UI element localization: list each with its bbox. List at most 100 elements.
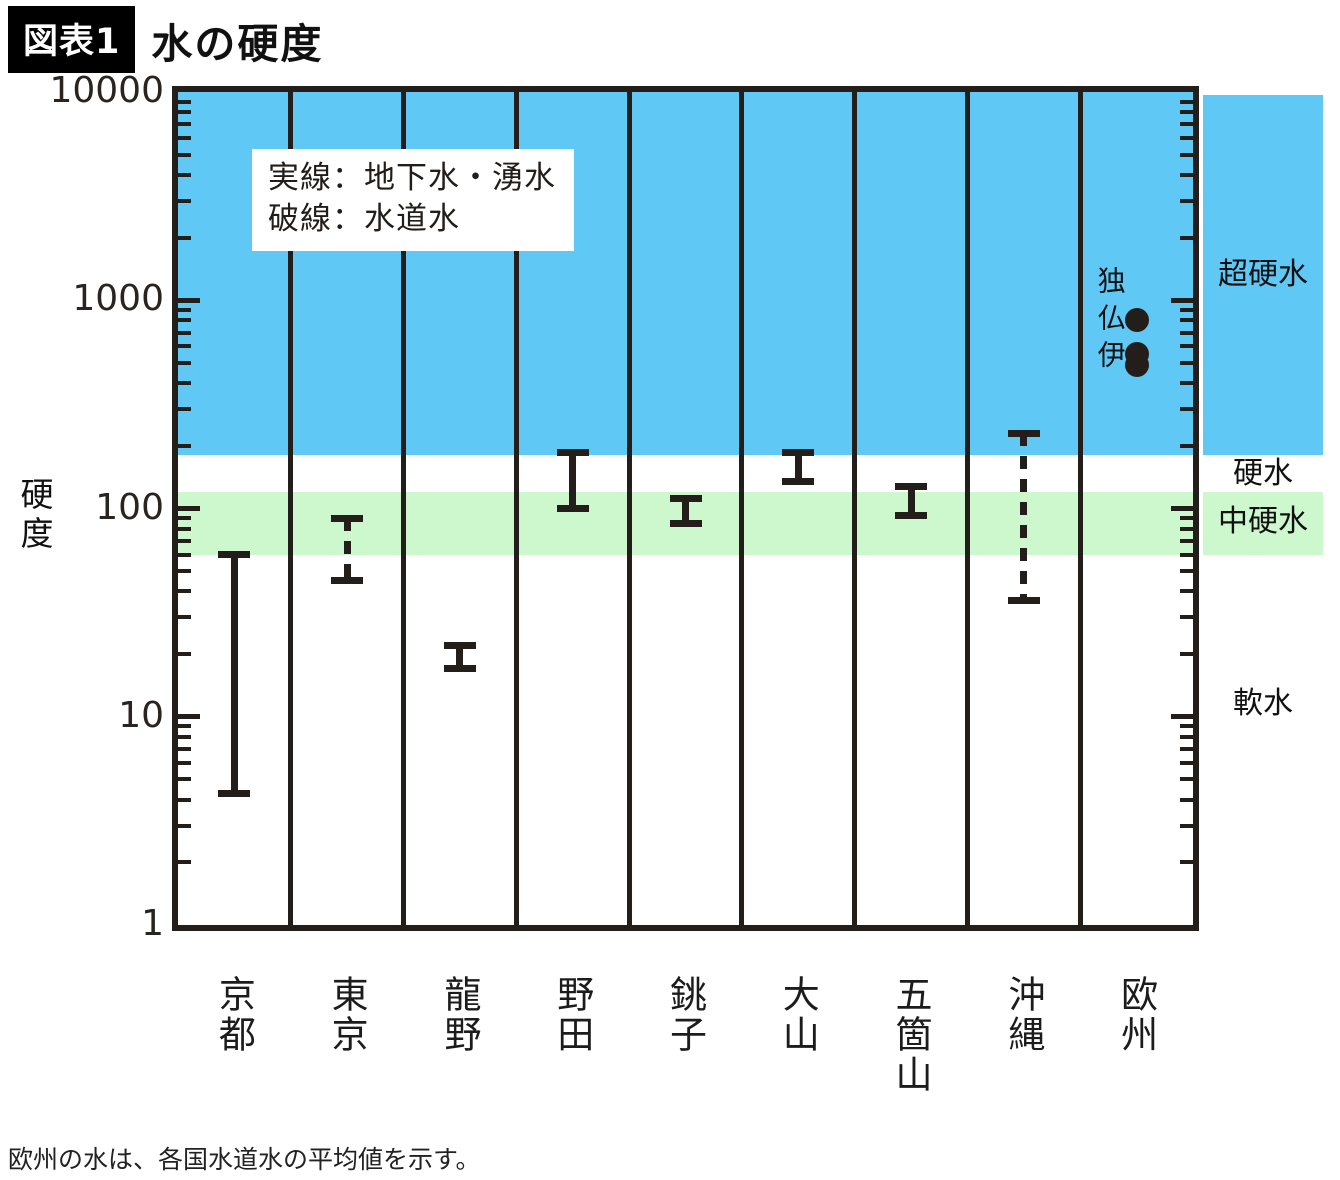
y-major-tick xyxy=(1171,506,1193,511)
y-minor-tick xyxy=(178,860,191,865)
y-minor-tick xyxy=(1180,760,1193,765)
y-minor-tick xyxy=(1180,235,1193,240)
zone-label-超硬水: 超硬水 xyxy=(1218,257,1308,292)
y-minor-tick xyxy=(1180,589,1193,594)
y-minor-tick xyxy=(178,734,191,739)
y-minor-tick xyxy=(1180,330,1193,335)
y-minor-tick xyxy=(1180,318,1193,323)
y-minor-tick xyxy=(1180,198,1193,203)
figure-title: 水の硬度 xyxy=(151,19,324,68)
x-category-label-沖縄: 沖縄 xyxy=(1001,975,1045,1055)
y-minor-tick xyxy=(178,823,191,828)
y-axis-title: 硬度 xyxy=(15,476,54,555)
y-major-tick xyxy=(178,297,200,303)
y-minor-tick xyxy=(1180,407,1193,412)
y-major-tick xyxy=(178,714,200,720)
y-minor-tick xyxy=(178,381,191,386)
y-minor-tick xyxy=(178,307,191,312)
figure-tag-badge: 図表1 xyxy=(8,6,136,73)
y-minor-tick xyxy=(1180,747,1193,751)
range-bar-stem-solid xyxy=(794,452,802,482)
y-minor-tick xyxy=(178,443,191,448)
y-tick-label: 10000 xyxy=(49,70,164,111)
column-separator xyxy=(964,92,970,925)
x-category-label-野田: 野田 xyxy=(550,975,594,1055)
y-minor-tick xyxy=(178,136,191,141)
y-minor-tick xyxy=(178,569,191,574)
legend-solid-line-entry: 実線：地下水・湧水 xyxy=(268,160,556,196)
range-bar-stem-solid xyxy=(230,554,238,794)
y-minor-tick xyxy=(1180,172,1193,177)
y-minor-tick xyxy=(178,797,191,802)
range-bar-cap-bottom xyxy=(556,505,589,512)
y-minor-tick xyxy=(1180,652,1193,657)
x-category-label-銚子: 銚子 xyxy=(663,975,707,1055)
range-bar-stem-solid xyxy=(569,452,577,509)
y-minor-tick xyxy=(1180,307,1193,312)
column-separator xyxy=(626,92,632,925)
zone-label-軟水: 軟水 xyxy=(1233,686,1293,721)
x-category-label-大山: 大山 xyxy=(776,975,820,1055)
y-minor-tick xyxy=(178,760,191,765)
y-minor-tick xyxy=(1180,860,1193,865)
chart-legend: 実線：地下水・湧水 破線：水道水 xyxy=(252,149,574,251)
x-category-label-欧州: 欧州 xyxy=(1114,975,1158,1055)
y-tick-label: 1000 xyxy=(72,278,164,320)
y-minor-tick xyxy=(178,552,191,557)
y-minor-tick xyxy=(1180,526,1193,531)
y-minor-tick xyxy=(178,235,191,240)
y-minor-tick xyxy=(178,152,191,157)
europe-point-独 xyxy=(1124,308,1149,333)
range-bar-cap-bottom xyxy=(218,789,251,797)
range-bar-cap-bottom xyxy=(669,519,702,527)
y-minor-tick xyxy=(178,589,191,594)
x-category-label-京都: 京都 xyxy=(212,975,256,1055)
column-separator xyxy=(852,92,858,925)
y-minor-tick xyxy=(1180,569,1193,574)
y-major-tick xyxy=(178,506,200,511)
range-bar-stem-solid xyxy=(907,486,915,516)
y-minor-tick xyxy=(1180,360,1193,365)
y-minor-tick xyxy=(178,777,191,782)
y-minor-tick xyxy=(178,516,191,521)
zone-label-硬水: 硬水 xyxy=(1233,456,1293,491)
range-bar-stem-solid xyxy=(456,645,464,669)
range-bar-stem-dashed xyxy=(1020,433,1028,601)
zone-band-right-中硬水 xyxy=(1203,492,1323,555)
y-minor-tick xyxy=(178,330,191,335)
range-bar-cap-bottom xyxy=(443,665,476,673)
y-minor-tick xyxy=(178,747,191,751)
y-minor-tick xyxy=(178,724,191,729)
y-minor-tick xyxy=(178,526,191,531)
x-category-label-東京: 東京 xyxy=(325,975,369,1055)
column-separator xyxy=(513,92,519,925)
y-minor-tick xyxy=(1180,381,1193,386)
y-minor-tick xyxy=(1180,136,1193,141)
y-tick-label: 1 xyxy=(141,903,164,944)
y-minor-tick xyxy=(1180,122,1193,127)
range-bar-cap-bottom xyxy=(331,577,364,585)
figure-title-row: 図表1 水の硬度 xyxy=(8,6,323,73)
zone-label-中硬水: 中硬水 xyxy=(1218,504,1308,539)
y-minor-tick xyxy=(178,99,191,104)
chart-footnote: 欧州の水は、各国水道水の平均値を示す。 xyxy=(8,1145,481,1174)
y-minor-tick xyxy=(178,615,191,620)
y-minor-tick xyxy=(1180,538,1193,543)
y-minor-tick xyxy=(178,198,191,203)
y-minor-tick xyxy=(1180,516,1193,521)
y-minor-tick xyxy=(178,652,191,657)
y-minor-tick xyxy=(1180,110,1193,115)
y-minor-tick xyxy=(178,122,191,127)
y-minor-tick xyxy=(1180,797,1193,802)
europe-point-伊 xyxy=(1124,352,1149,377)
zone-band-right-超硬水 xyxy=(1203,95,1323,456)
range-bar-stem-solid xyxy=(682,498,689,524)
y-tick-label: 10 xyxy=(118,694,164,736)
y-minor-tick xyxy=(1180,443,1193,448)
y-minor-tick xyxy=(1180,734,1193,739)
y-minor-tick xyxy=(178,344,191,349)
column-separator xyxy=(401,92,407,925)
y-tick-label: 100 xyxy=(95,486,164,528)
y-minor-tick xyxy=(1180,823,1193,828)
y-minor-tick xyxy=(178,318,191,323)
